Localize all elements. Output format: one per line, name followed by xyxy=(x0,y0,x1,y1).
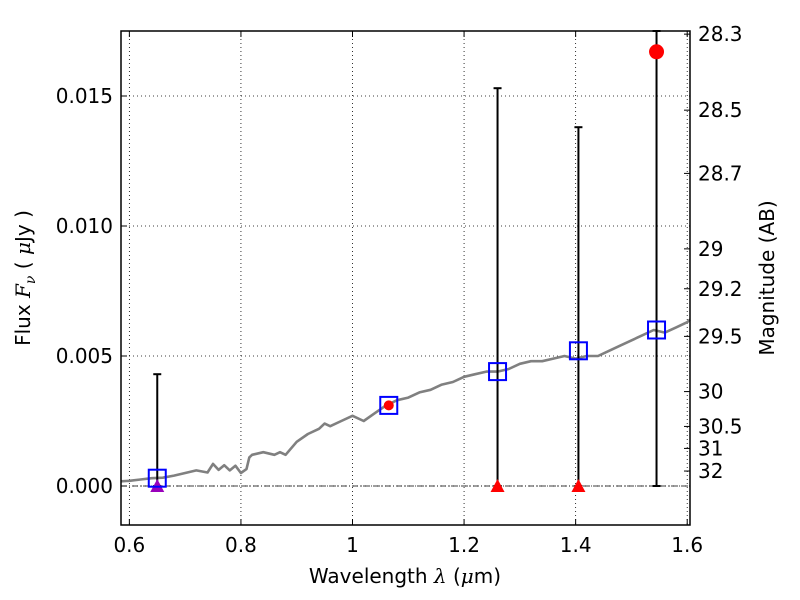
right-tick-label: 29 xyxy=(698,237,723,261)
detection-point xyxy=(649,44,665,60)
y-tick-label: 0.005 xyxy=(56,344,113,368)
x-tick-labels: 0.6 0.8 1 1.2 1.4 1.6 xyxy=(113,533,703,557)
upper-limit-marker xyxy=(571,479,586,492)
model-photometry-square xyxy=(568,341,588,361)
model-photometry-square xyxy=(647,320,667,340)
plot-frame xyxy=(120,30,691,526)
y-tick-labels: 0.000 0.005 0.010 0.015 xyxy=(56,84,113,498)
right-tick-label: 29.2 xyxy=(698,277,743,301)
model-photometry-square xyxy=(488,362,508,382)
model-photometry-square xyxy=(379,395,399,415)
x-tick-label: 0.6 xyxy=(113,533,145,557)
model-spectrum-line xyxy=(120,318,691,483)
x-tick-label: 1.2 xyxy=(448,533,480,557)
y-tick-label: 0.015 xyxy=(56,84,113,108)
right-tick-label: 32 xyxy=(698,459,723,483)
x-tick-label: 0.8 xyxy=(225,533,257,557)
model-photometry-square xyxy=(147,468,167,488)
grid-lines xyxy=(121,31,690,525)
x-tick-label: 1.4 xyxy=(560,533,592,557)
right-tick-label: 30 xyxy=(698,380,723,404)
right-tick-label: 28.7 xyxy=(698,161,743,185)
markers xyxy=(147,44,667,492)
y-axis-label: Flux Fν ( μJy ) xyxy=(11,210,39,346)
upper-limit-marker xyxy=(490,479,505,492)
right-tick-label: 30.5 xyxy=(698,414,743,438)
y-tick-label: 0.000 xyxy=(56,474,113,498)
model-spectrum-layer xyxy=(120,318,691,483)
right-axis-label: Magnitude (AB) xyxy=(755,200,779,355)
observed-marker xyxy=(383,400,394,411)
tick-marks xyxy=(121,31,690,525)
error-bars xyxy=(153,30,661,487)
x-tick-label: 1 xyxy=(346,533,359,557)
right-tick-label: 28.5 xyxy=(698,98,743,122)
y-tick-label: 0.010 xyxy=(56,214,113,238)
right-tick-label: 31 xyxy=(698,436,723,460)
right-tick-label: 29.5 xyxy=(698,324,743,348)
purple-marker xyxy=(150,479,165,492)
x-tick-label: 1.6 xyxy=(671,533,703,557)
right-tick-label: 28.3 xyxy=(698,22,743,46)
x-axis-label: Wavelength λ (μm) xyxy=(309,564,501,588)
